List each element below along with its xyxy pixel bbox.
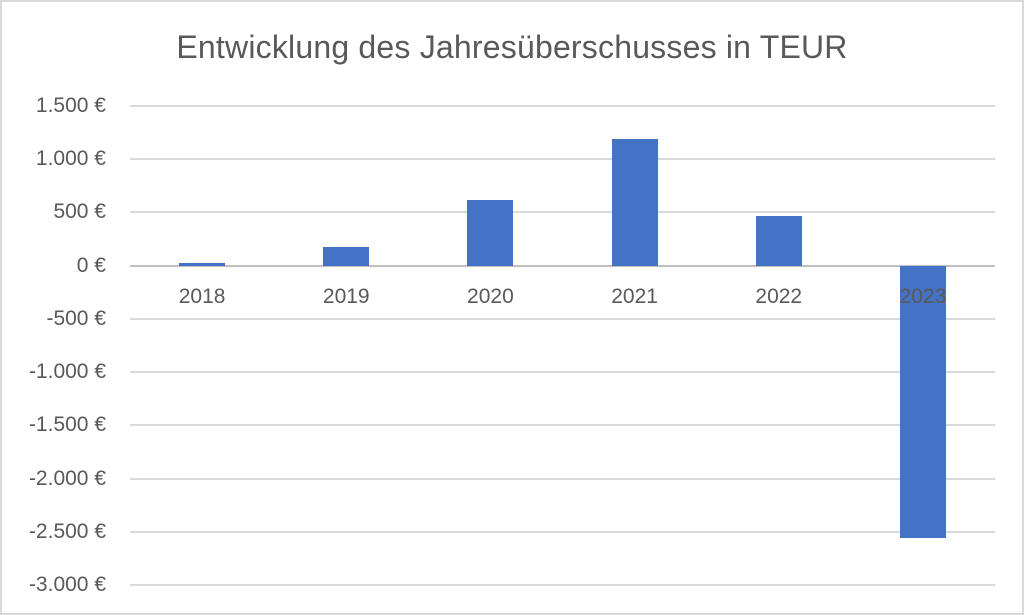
y-tick-label: 0 € [76, 253, 106, 277]
chart-title: Entwicklung des Jahresüberschusses in TE… [176, 29, 848, 65]
bar-2022 [755, 215, 802, 266]
gridline [130, 158, 995, 161]
y-tick-label: 1.000 € [35, 147, 106, 171]
bar-2021 [611, 138, 658, 266]
zero-axis-line [130, 264, 995, 267]
gridline [130, 584, 995, 586]
gridline [130, 530, 995, 533]
x-tick-label-2020: 2020 [467, 284, 514, 308]
y-tick-label: -1.000 € [28, 360, 106, 384]
bar-2019 [323, 247, 370, 266]
gridline [130, 477, 995, 480]
x-tick-label-2021: 2021 [611, 284, 658, 308]
y-tick-label: 1.500 € [35, 94, 106, 117]
y-tick-label: -2.500 € [28, 519, 106, 543]
x-tick-label-2023: 2023 [899, 284, 947, 308]
x-tick-label-2018: 2018 [178, 284, 226, 308]
y-tick-label: -1.500 € [28, 413, 106, 437]
y-tick-label: -2.000 € [28, 466, 106, 490]
y-tick-label: -3.000 € [28, 573, 106, 596]
gridline [130, 424, 995, 427]
x-tick-label-2022: 2022 [755, 284, 803, 308]
gridline [130, 371, 995, 374]
bar-2020 [467, 199, 514, 266]
x-tick-label-2019: 2019 [322, 284, 370, 308]
gridline [130, 211, 995, 214]
bar-2018 [179, 263, 226, 266]
y-tick-label: -500 € [46, 306, 106, 330]
y-tick-label: 500 € [53, 200, 106, 224]
bar-2023 [899, 265, 946, 539]
plot-area [130, 105, 995, 586]
gridline [130, 317, 995, 320]
gridline [130, 105, 995, 107]
